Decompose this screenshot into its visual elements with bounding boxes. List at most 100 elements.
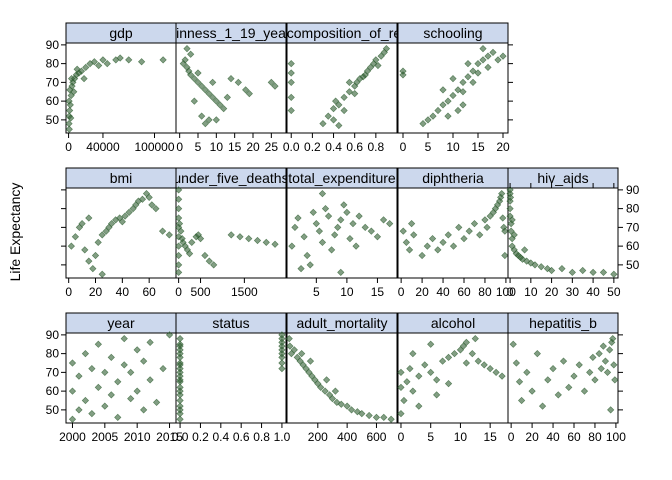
data-point [433, 391, 441, 399]
data-point [176, 396, 184, 405]
data-point [176, 410, 184, 418]
data-point [410, 231, 418, 239]
data-point [73, 65, 81, 73]
data-point [415, 372, 423, 380]
x-axis-ticks: 0 20 40 60 80 100 [398, 278, 516, 299]
panel-strip-label: diphtheria [422, 170, 484, 186]
data-point [334, 223, 342, 231]
data-point [479, 56, 487, 64]
data-point [318, 238, 327, 246]
data-point [68, 359, 77, 367]
panel-adult_mortality: adult_mortality 200 400 600 [285, 312, 398, 444]
panel-points [179, 45, 279, 128]
data-point [294, 214, 302, 222]
data-point [78, 220, 86, 228]
data-point [315, 227, 324, 235]
data-point [589, 268, 597, 276]
data-point [486, 365, 494, 373]
x-tick-label: 500 [191, 285, 211, 299]
data-point [140, 406, 148, 414]
x-axis-ticks: 2000 2005 2010 2015 [59, 423, 183, 444]
data-point [470, 220, 479, 228]
data-point [146, 338, 154, 346]
data-point [140, 357, 148, 365]
data-point [287, 93, 295, 101]
data-point [434, 246, 442, 254]
y-tick-label: 60 [46, 94, 60, 108]
y-tick-label: 60 [626, 239, 640, 253]
data-point [377, 52, 385, 60]
panel-points [67, 190, 173, 278]
data-point [474, 60, 482, 68]
data-point [148, 201, 156, 209]
panel-frame [65, 332, 177, 424]
x-tick-label: 200 [308, 430, 328, 444]
data-point [118, 218, 126, 226]
data-point [444, 112, 452, 120]
x-tick-label: 5 [425, 140, 432, 154]
y-axis-ticks [618, 334, 623, 411]
data-point [387, 415, 395, 423]
x-tick-label: 0 [398, 285, 405, 299]
data-point [419, 120, 427, 128]
data-point [340, 201, 348, 209]
data-point [176, 346, 184, 354]
data-point [333, 398, 341, 406]
data-point [474, 69, 482, 77]
data-point [306, 357, 315, 365]
panel-strip-label: under_five_deaths [173, 170, 288, 186]
data-point [483, 223, 491, 231]
panel-frame [65, 187, 177, 279]
data-point [444, 97, 452, 105]
x-tick-label: 2005 [91, 430, 118, 444]
data-point [287, 106, 295, 115]
panel-hiv_aids: hiv_aids 0 10 20 30 40 50 50 60 70 80 90 [506, 167, 640, 299]
data-point [227, 231, 235, 239]
data-point [66, 101, 74, 109]
panel-thinness_1_19_years: thinness_1_19_years 0 5 10 15 20 25 [175, 22, 287, 154]
y-axis-label: Life Expectancy [7, 183, 23, 282]
data-point [227, 75, 235, 83]
data-point [492, 368, 500, 376]
panel-strip-label: gdp [109, 25, 133, 41]
data-point [601, 357, 610, 365]
data-point [372, 413, 381, 421]
data-point [471, 335, 479, 343]
y-tick-label: 90 [626, 183, 640, 197]
data-point [278, 338, 286, 346]
x-tick-label: 20 [545, 285, 559, 299]
panel-income_composition_of_resources: income_composition_of_resources 0.0 0.2 0.4… [283, 22, 398, 154]
data-point [183, 45, 191, 53]
x-tick-label: 0 [65, 140, 72, 154]
data-point [212, 116, 220, 124]
data-point [242, 86, 250, 94]
data-point [450, 350, 459, 358]
data-point [501, 251, 509, 260]
x-tick-label: 2010 [124, 430, 151, 444]
data-point [565, 383, 573, 391]
data-point [138, 58, 146, 66]
data-point [91, 251, 100, 260]
data-point [415, 402, 423, 410]
data-point [343, 402, 351, 410]
data-point [175, 186, 183, 194]
data-point [287, 78, 295, 86]
panel-frame [397, 332, 509, 424]
data-point [95, 61, 103, 70]
panel-points [506, 186, 618, 278]
data-point [373, 233, 382, 241]
data-point [337, 400, 345, 408]
x-tick-label: 400 [337, 430, 357, 444]
data-point [286, 342, 294, 350]
data-point [177, 227, 185, 235]
panel-gdp: gdp 0 40000 100000 50 60 70 80 90 [46, 22, 177, 154]
panel-hepatitis_b: hepatitis_b 0 20 40 60 80 100 [507, 312, 626, 444]
data-point [114, 413, 122, 421]
data-point [607, 406, 615, 414]
data-point [444, 353, 453, 361]
data-point [185, 250, 194, 258]
data-point [537, 263, 545, 271]
data-point [355, 212, 363, 220]
data-point [469, 67, 477, 75]
